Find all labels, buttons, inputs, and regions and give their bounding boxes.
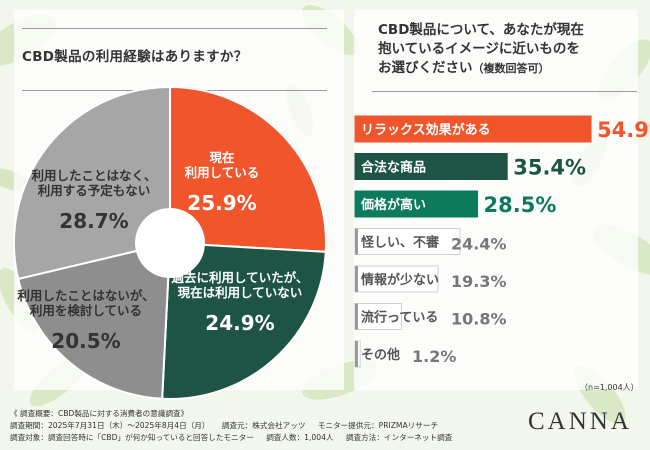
bar-value-4: 19.3%: [451, 272, 507, 291]
right-question: CBD製品について、あなたが現在 抱いているイメージに近いものを お選びください…: [378, 21, 638, 78]
bar-value-2: 28.5%: [484, 193, 557, 217]
footer-period: 調査期間：2025年7月31日（木）～2025年8月4日（月）: [10, 421, 210, 430]
bar-edge-5: [355, 303, 358, 330]
survey-footer: 《 調査概要：CBD製品に対する消費者の意識調査》 調査期間：2025年7月31…: [10, 408, 530, 444]
bar-value-0: 54.9%: [597, 118, 650, 142]
bar-3: [354, 228, 461, 255]
footer-count: 調査人数：1,004人: [266, 433, 334, 442]
left-question: CBD製品の利用経験はありますか？: [22, 49, 248, 65]
left-question-top-divider: [22, 28, 327, 29]
right-question-line2: 抱いているイメージに近いものを: [378, 41, 580, 57]
bar-4: [354, 265, 439, 293]
bar-category-0: リラックス効果がある: [361, 122, 491, 138]
bar-value-1: 35.4%: [513, 156, 586, 180]
right-question-line1: CBD製品について、あなたが現在: [378, 22, 584, 38]
bar-category-6: その他: [361, 347, 400, 363]
bar-0: [354, 115, 592, 143]
right-question-divider: [372, 91, 637, 92]
bar-category-3: 怪しい、不審: [361, 235, 440, 251]
sample-size-label: （n=1,004人）: [580, 383, 639, 392]
bar-edge-6: [355, 341, 358, 367]
bar-category-1: 合法な商品: [361, 160, 426, 176]
bar-category-2: 価格が高い: [360, 197, 426, 213]
bar-2: [354, 190, 479, 218]
bar-edge-3: [355, 228, 358, 255]
footer-method: 調査方法：インターネット調査: [345, 433, 453, 442]
bar-value-6: 1.2%: [412, 347, 456, 366]
bar-5: [354, 303, 402, 330]
footer-title: 《 調査概要：CBD製品に対する消費者の意識調査》: [10, 409, 189, 418]
footer-source: 調査元：株式会社アッツ: [221, 421, 306, 430]
bar-edge-4: [355, 266, 358, 292]
bar-value-3: 24.4%: [451, 235, 507, 254]
right-question-line3: お選びください: [378, 60, 473, 76]
bar-category-5: 流行っている: [361, 310, 438, 326]
footer-target: 調査対象：調査回答時に「CBD」が何か知っていると回答したモニター: [10, 433, 254, 442]
canna-logo: CANNA: [528, 408, 632, 435]
bar-category-4: 情報が少ない: [361, 272, 439, 288]
right-question-note: （複数回答可）: [472, 62, 550, 75]
bar-1: [354, 153, 508, 180]
footer-monitor: モニター提供元：PRIZMAリサーチ: [317, 421, 439, 430]
bar-value-5: 10.8%: [451, 310, 507, 329]
